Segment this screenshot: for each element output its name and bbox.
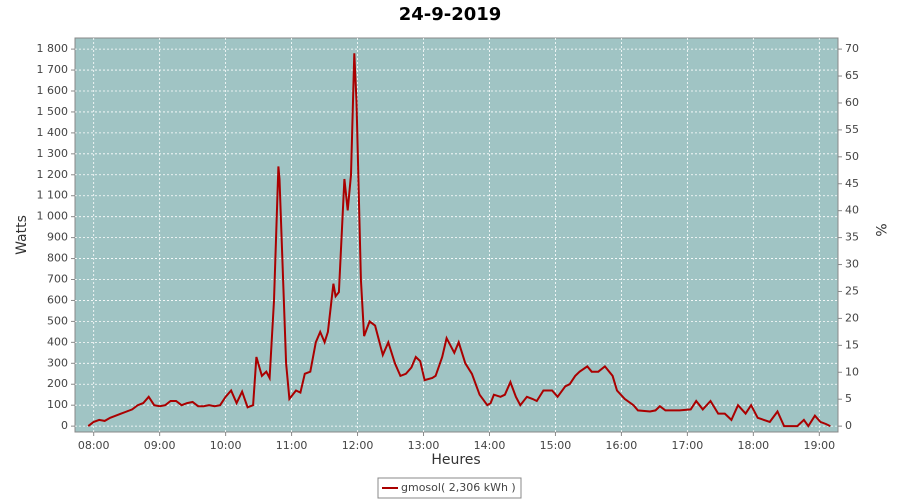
y-tick-label: 200 <box>47 377 68 390</box>
x-tick-label: 17:00 <box>672 439 704 452</box>
x-tick-label: 09:00 <box>144 439 176 452</box>
y2-tick-label: 15 <box>845 338 859 351</box>
y-tick-label: 1 100 <box>37 189 69 202</box>
chart-title: 24-9-2019 <box>399 4 502 25</box>
y-tick-label: 400 <box>47 335 68 348</box>
y2-tick-label: 20 <box>845 311 859 324</box>
y-tick-label: 1 600 <box>37 84 69 97</box>
y2-tick-label: 60 <box>845 96 859 109</box>
x-axis-label: Heures <box>431 452 480 468</box>
y-tick-label: 700 <box>47 273 68 286</box>
y-tick-label: 1 200 <box>37 168 69 181</box>
y2-tick-label: 35 <box>845 231 859 244</box>
x-tick-label: 11:00 <box>276 439 308 452</box>
x-tick-label: 14:00 <box>474 439 506 452</box>
x-tick-label: 18:00 <box>737 439 769 452</box>
y-tick-label: 1 500 <box>37 105 69 118</box>
y-axis-label: Watts <box>14 215 30 255</box>
y-tick-label: 1 800 <box>37 42 69 55</box>
y2-tick-label: 0 <box>845 419 852 432</box>
y-tick-label: 1 300 <box>37 147 69 160</box>
y-tick-label: 500 <box>47 314 68 327</box>
plot-area <box>74 37 839 433</box>
y-tick-label: 600 <box>47 293 68 306</box>
y-tick-label: 100 <box>47 398 68 411</box>
x-tick-label: 13:00 <box>408 439 440 452</box>
x-tick-label: 12:00 <box>342 439 374 452</box>
y-tick-label: 0 <box>61 419 68 432</box>
y2-tick-label: 45 <box>845 177 859 190</box>
y2-tick-label: 65 <box>845 69 859 82</box>
y2-tick-label: 55 <box>845 123 859 136</box>
y2-tick-label: 50 <box>845 150 859 163</box>
y-tick-label: 800 <box>47 252 68 265</box>
y2-tick-label: 30 <box>845 258 859 271</box>
x-tick-label: 08:00 <box>78 439 110 452</box>
y2-tick-label: 25 <box>845 284 859 297</box>
data-line <box>87 53 831 428</box>
y2-tick-label: 10 <box>845 365 859 378</box>
y-tick-label: 1 400 <box>37 126 69 139</box>
y-tick-label: 900 <box>47 231 68 244</box>
y-tick-label: 300 <box>47 356 68 369</box>
x-tick-label: 15:00 <box>540 439 572 452</box>
legend-box <box>377 477 522 499</box>
x-tick-label: 19:00 <box>803 439 835 452</box>
y-tick-label: 1 000 <box>37 210 69 223</box>
y2-tick-label: 70 <box>845 42 859 55</box>
x-tick-label: 10:00 <box>210 439 242 452</box>
x-tick-label: 16:00 <box>606 439 638 452</box>
y2-axis-label: % <box>872 223 888 236</box>
legend-label: gmosol( 2,306 kWh ) <box>401 481 516 494</box>
y-tick-label: 1 700 <box>37 63 69 76</box>
y2-tick-label: 40 <box>845 204 859 217</box>
y2-tick-label: 5 <box>845 392 852 405</box>
